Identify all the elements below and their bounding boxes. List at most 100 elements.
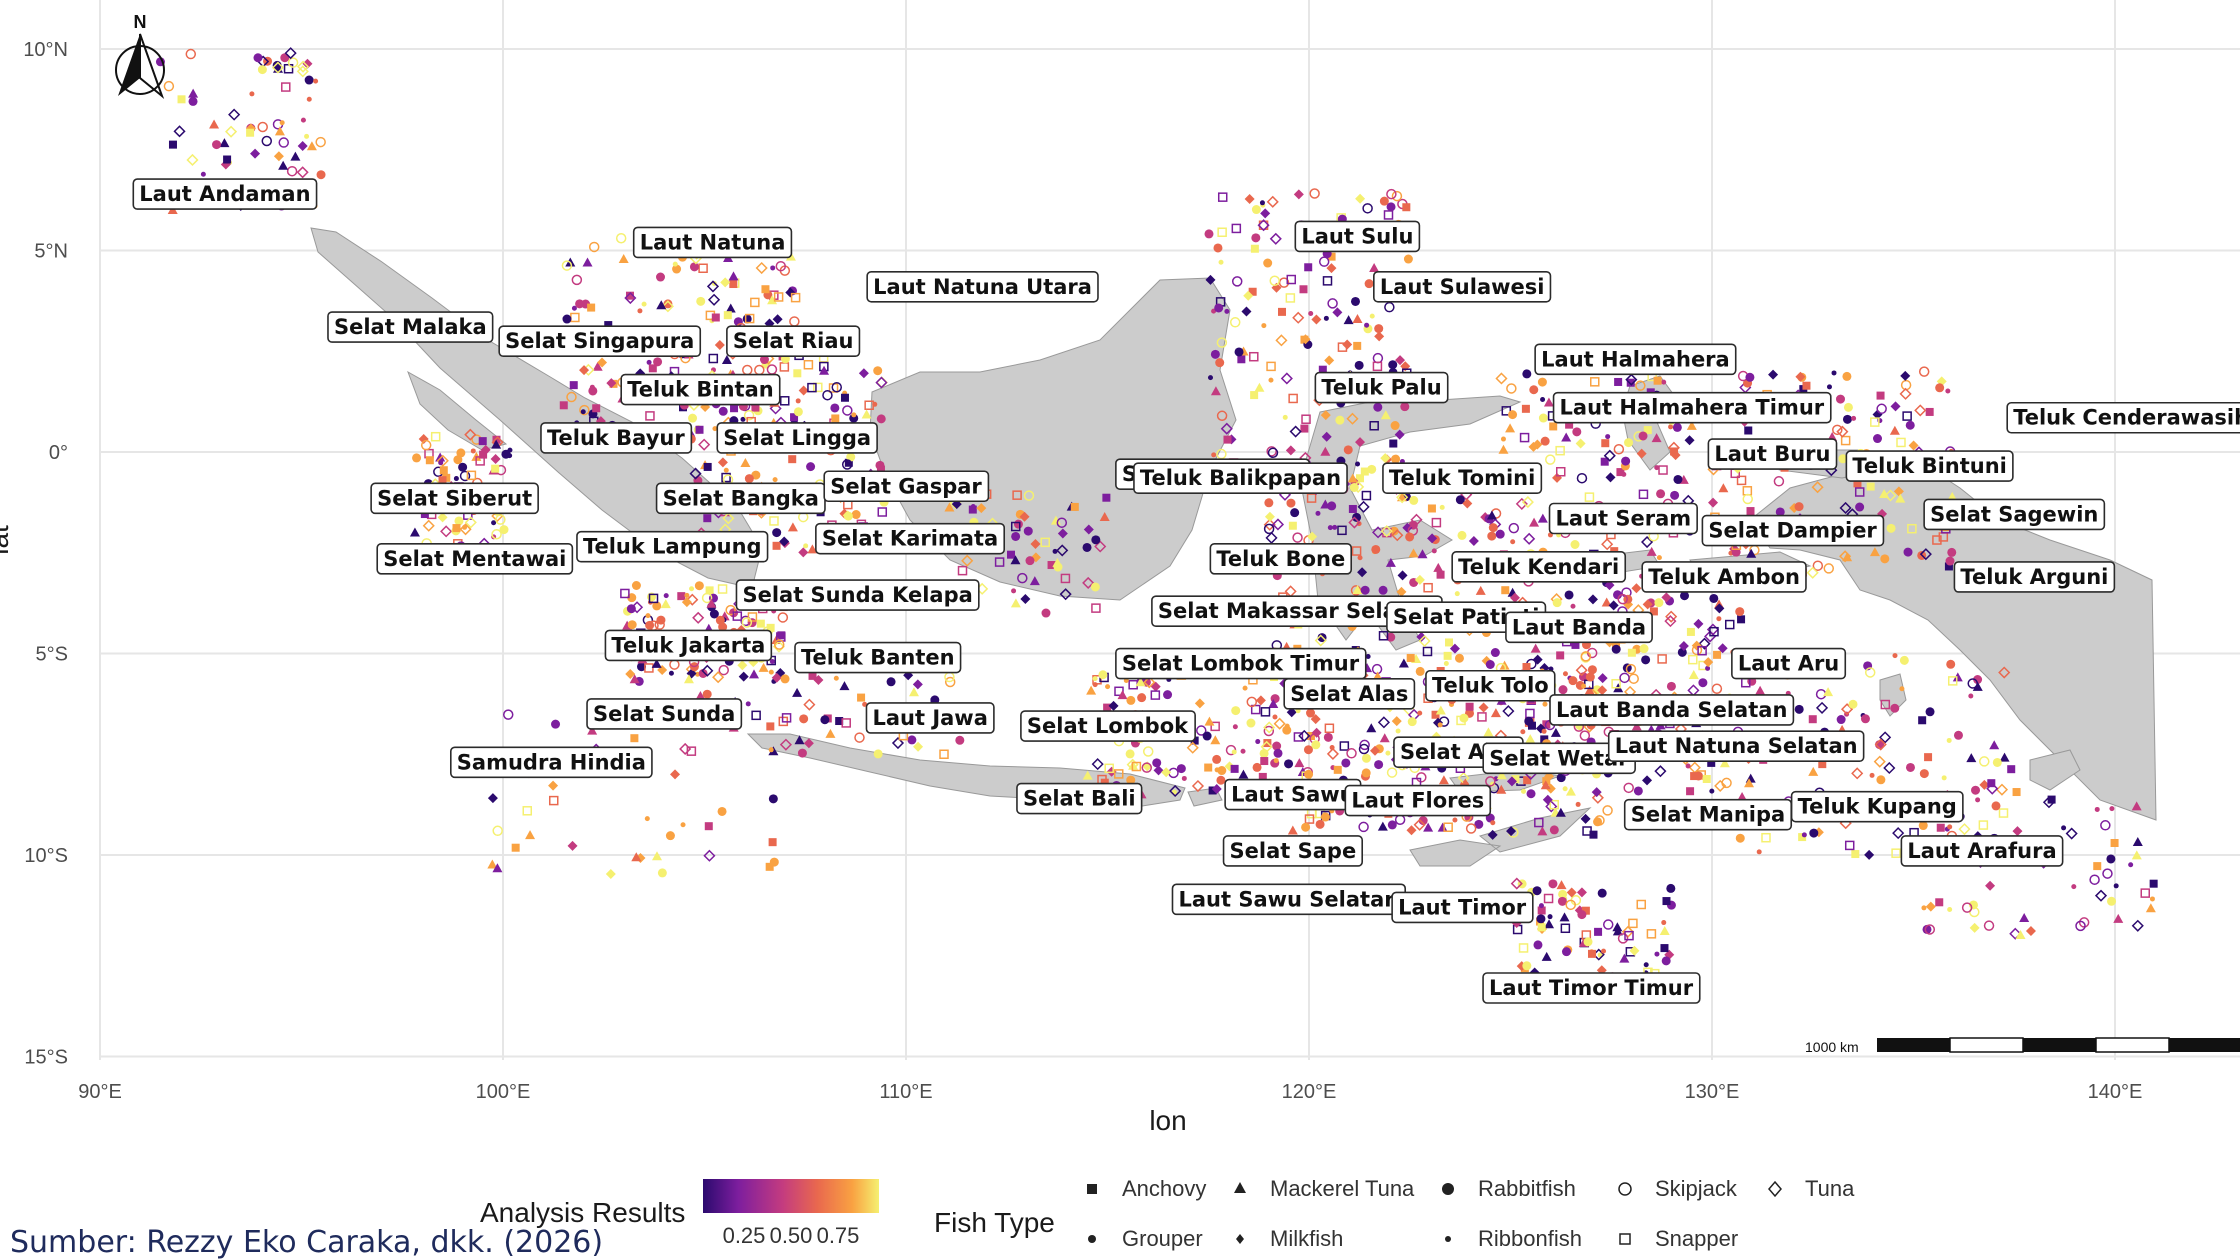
- observation-point: [1290, 508, 1300, 518]
- observation-point: [466, 470, 477, 481]
- observation-point: [672, 261, 678, 267]
- observation-point: [1638, 431, 1648, 441]
- observation-point: [930, 698, 939, 707]
- observation-point: [1623, 782, 1634, 794]
- observation-point: [425, 456, 434, 465]
- observation-point: [1839, 550, 1852, 563]
- observation-point: [1211, 784, 1222, 795]
- observation-point: [1485, 776, 1496, 787]
- observation-point: [1135, 677, 1146, 687]
- observation-point: [1651, 433, 1662, 443]
- observation-point: [1659, 926, 1670, 936]
- observation-point: [779, 738, 792, 751]
- observation-point: [944, 502, 955, 512]
- observation-point: [1565, 899, 1576, 911]
- observation-point: [1998, 808, 2009, 818]
- observation-point: [1241, 306, 1252, 317]
- observation-point: [1812, 560, 1824, 571]
- observation-point: [775, 260, 787, 272]
- observation-point: [1438, 775, 1449, 785]
- observation-point: [822, 389, 833, 401]
- water-label-text: Selat Siberut: [377, 486, 532, 510]
- water-label-text: Teluk Balikpapan: [1140, 466, 1341, 490]
- observation-point: [1103, 703, 1112, 712]
- observation-point: [768, 794, 778, 804]
- observation-point: [1808, 715, 1817, 724]
- square-filled-icon: [1087, 1184, 1097, 1194]
- observation-point: [1266, 361, 1276, 372]
- water-label-box: [1731, 647, 1847, 680]
- observation-point: [1320, 446, 1331, 456]
- water-label-box: [1115, 647, 1367, 680]
- observation-point: [1709, 626, 1719, 637]
- water-label-box: [1222, 835, 1364, 867]
- observation-point: [1394, 429, 1405, 440]
- observation-point: [579, 365, 590, 376]
- observation-point: [223, 155, 232, 164]
- observation-point: [1704, 630, 1717, 643]
- observation-point: [1808, 766, 1819, 776]
- observation-point: [1402, 522, 1413, 533]
- water-label-text: Laut Halmahera Timur: [1560, 396, 1825, 420]
- observation-point: [1549, 422, 1558, 431]
- observation-point: [744, 474, 754, 484]
- observation-point: [1580, 813, 1591, 824]
- observation-point: [1660, 944, 1669, 953]
- water-label: Teluk Jakarta: [604, 629, 773, 662]
- observation-point: [1725, 619, 1735, 630]
- observation-point: [1597, 888, 1607, 898]
- water-label-text: Laut Buru: [1714, 442, 1830, 466]
- observation-point: [1542, 777, 1551, 786]
- observation-point: [1521, 496, 1534, 509]
- observation-point: [1456, 715, 1466, 726]
- water-label: Selat Karimata: [815, 522, 1006, 555]
- observation-point: [1818, 760, 1827, 769]
- observation-point: [1611, 678, 1621, 689]
- observation-point: [1832, 424, 1843, 436]
- observation-point: [819, 365, 830, 375]
- observation-point: [1267, 447, 1279, 459]
- observation-point: [1873, 434, 1883, 444]
- observation-point: [1711, 683, 1723, 695]
- observation-point: [1362, 203, 1373, 214]
- observation-point: [430, 431, 441, 442]
- observation-point: [279, 120, 285, 126]
- observation-point: [1369, 263, 1380, 273]
- observation-point: [1905, 762, 1915, 772]
- observation-point: [1380, 525, 1393, 538]
- observation-point: [559, 401, 568, 410]
- observation-point: [188, 88, 199, 98]
- observation-point: [615, 233, 627, 244]
- observation-point: [759, 355, 769, 365]
- water-label-text: Laut Arafura: [1907, 839, 2056, 863]
- triangle-filled-icon: [1234, 1182, 1246, 1193]
- water-label-text: Laut Seram: [1556, 506, 1692, 530]
- color-tick-label: 0.50: [770, 1223, 813, 1248]
- observation-point: [876, 414, 886, 424]
- observation-point: [799, 714, 809, 724]
- observation-point: [571, 274, 583, 286]
- observation-point: [1266, 446, 1277, 457]
- observation-point: [2093, 862, 2102, 871]
- observation-point: [1698, 678, 1708, 688]
- observation-point: [470, 448, 476, 454]
- observation-point: [708, 293, 721, 306]
- observation-point: [840, 393, 849, 402]
- observation-point: [1292, 532, 1303, 543]
- observation-point: [654, 619, 665, 630]
- water-label-text: Selat Mentawai: [383, 547, 566, 571]
- observation-point: [1907, 523, 1917, 534]
- observation-point: [728, 271, 739, 281]
- observation-point: [1359, 739, 1370, 751]
- water-label-box: [1294, 220, 1421, 253]
- observation-point: [1406, 653, 1415, 662]
- observation-point: [1625, 373, 1638, 386]
- observation-point: [1537, 377, 1547, 387]
- observation-point: [1883, 761, 1896, 775]
- observation-point: [1300, 334, 1311, 345]
- observation-point: [1944, 562, 1953, 571]
- observation-point: [1899, 655, 1909, 665]
- observation-point: [1967, 678, 1978, 689]
- observation-point: [1091, 535, 1101, 545]
